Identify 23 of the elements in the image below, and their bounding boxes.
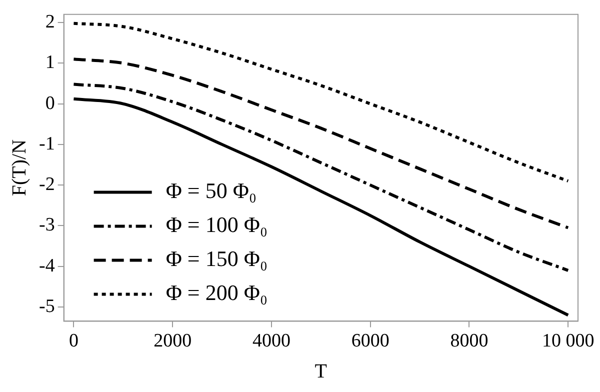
- legend-label: Φ = 100 Φ₀: [166, 212, 268, 237]
- line-series: [72, 97, 570, 317]
- y-tick-label: -4: [39, 255, 56, 276]
- x-tick-label: 2000: [154, 330, 192, 352]
- y-tick-label: -1: [39, 133, 55, 154]
- legend-label: Φ = 150 Φ₀: [166, 246, 268, 271]
- x-tick-label: 10 000: [542, 330, 594, 352]
- x-axis-title: T: [314, 360, 328, 382]
- y-tick-label: -5: [39, 296, 55, 317]
- x-tick-label: 8000: [450, 330, 488, 352]
- x-tick-label: 6000: [351, 330, 390, 352]
- x-tick-label: 0: [68, 330, 78, 352]
- y-tick-label: 2: [45, 12, 55, 33]
- y-tick-label: -3: [39, 214, 55, 236]
- line-series: [72, 82, 570, 272]
- legend-label: Φ = 200 Φ₀: [166, 280, 268, 305]
- y-tick-label: -2: [39, 174, 55, 196]
- y-tick-label: 1: [45, 52, 55, 74]
- line-series: [72, 22, 570, 183]
- y-tick-label: 0: [45, 92, 55, 114]
- legend-label: Φ = 50 Φ₀: [166, 178, 257, 203]
- y-axis-title: F(T)/N: [8, 139, 30, 196]
- x-tick-label: 4000: [252, 330, 290, 352]
